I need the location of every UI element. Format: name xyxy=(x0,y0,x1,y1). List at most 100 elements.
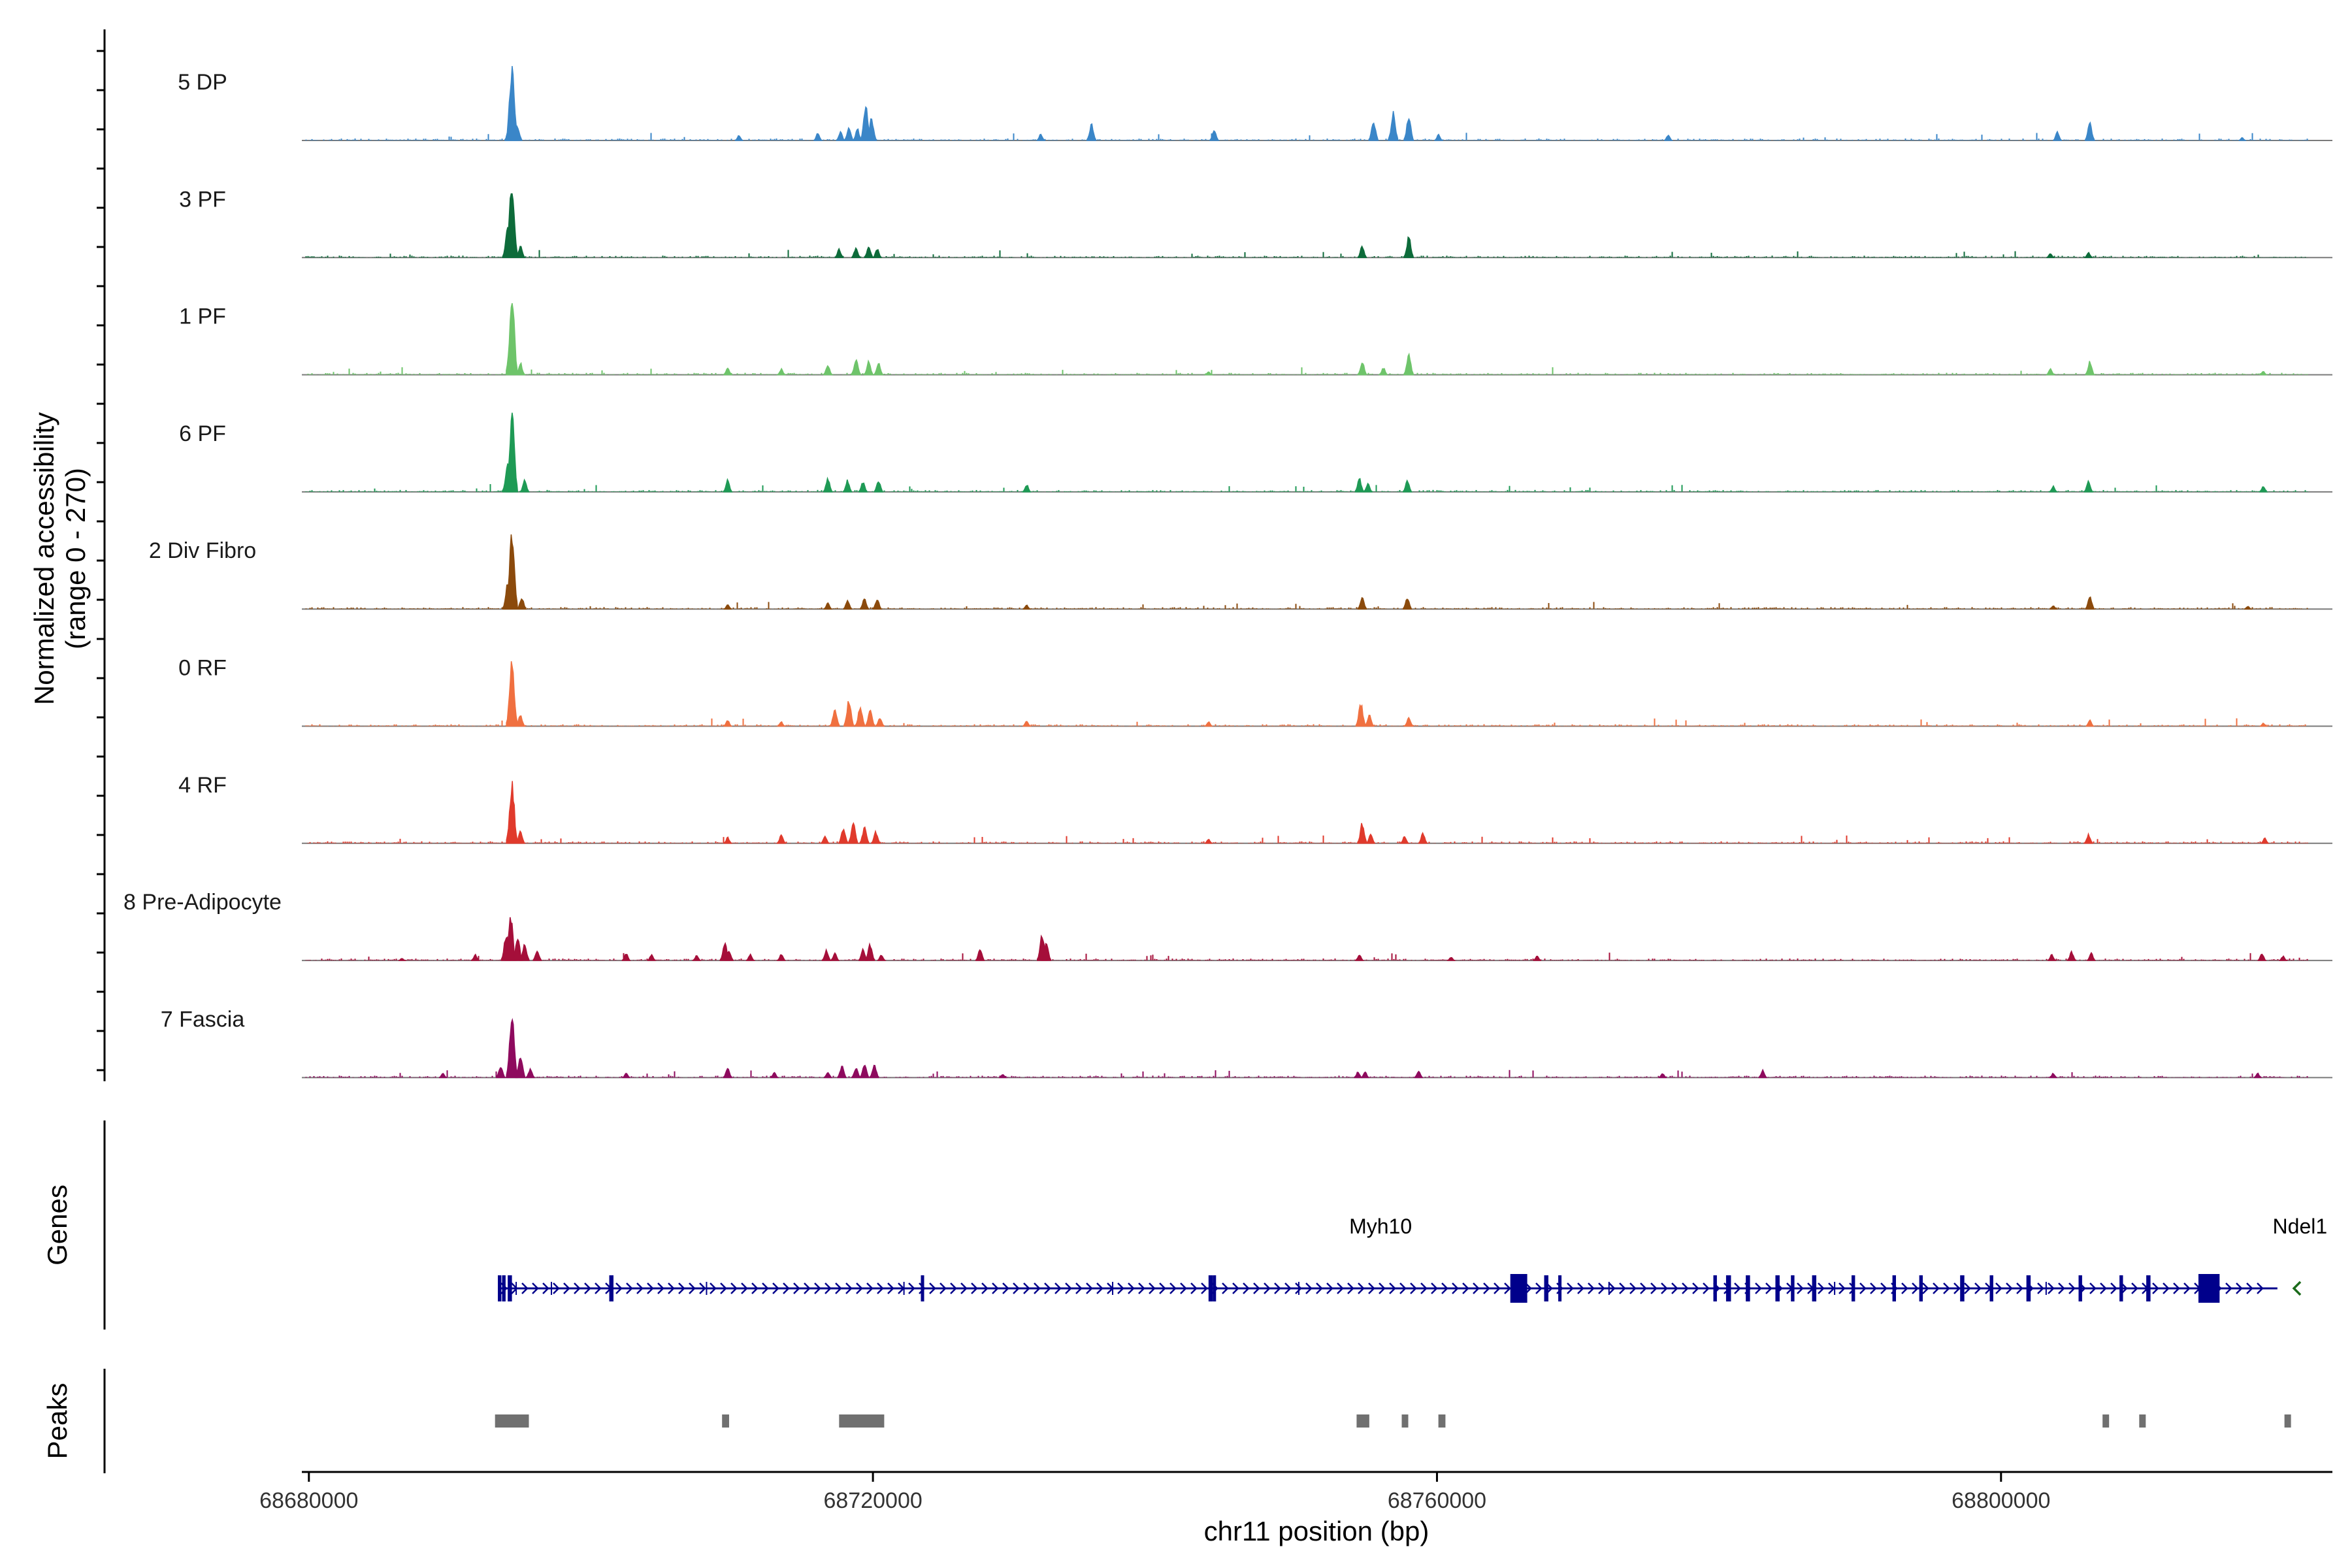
track-background-signal xyxy=(305,484,2308,492)
coverage-peak xyxy=(859,826,870,844)
coverage-peak xyxy=(1357,245,1367,259)
coverage-peak xyxy=(1022,604,1032,610)
coverage-peak xyxy=(2259,486,2268,493)
track-label: 8 Pre-Adipocyte xyxy=(123,890,282,915)
track-background-signal xyxy=(305,835,2308,843)
coverage-peak xyxy=(2085,719,2095,727)
coverage-peak xyxy=(777,721,786,727)
coverage-peak xyxy=(1354,1071,1364,1079)
gene-exon xyxy=(921,1275,924,1301)
peak-region xyxy=(495,1414,529,1428)
coverage-peak xyxy=(398,958,407,961)
coverage-peak xyxy=(2257,953,2267,961)
coverage-peak xyxy=(1357,823,1368,844)
coverage-peak xyxy=(519,478,530,493)
gene-exon xyxy=(1213,1275,1217,1301)
coverage-peak xyxy=(506,781,518,844)
coverage-peak xyxy=(851,359,861,376)
coverage-peak xyxy=(496,1067,506,1079)
coverage-peak xyxy=(1758,1068,1768,1079)
gene-exon xyxy=(1746,1275,1750,1301)
coverage-peak xyxy=(855,706,866,727)
peak-region xyxy=(1356,1414,1369,1428)
track-label: 7 Fascia xyxy=(161,1007,245,1032)
coverage-peak xyxy=(724,951,734,961)
coverage-peak xyxy=(875,718,885,727)
gene-exon xyxy=(1791,1275,1795,1301)
coverage-peak xyxy=(836,130,845,141)
coverage-peak xyxy=(2046,368,2055,376)
track-background-signal xyxy=(305,250,2308,258)
coverage-peak xyxy=(723,604,732,610)
coverage-peak xyxy=(506,412,519,493)
coverage-peak xyxy=(2085,361,2095,376)
track-7-fascia: 7 Fascia xyxy=(161,1007,2332,1079)
coverage-peak xyxy=(723,367,733,376)
coverage-peak xyxy=(872,249,882,259)
coverage-peak xyxy=(821,948,832,961)
coverage-peak xyxy=(515,361,526,376)
coverage-peak xyxy=(1355,704,1367,727)
coverage-peak xyxy=(1022,485,1032,493)
peak-region xyxy=(1438,1414,1446,1428)
coverage-peak xyxy=(843,479,853,493)
track-label: 6 PF xyxy=(179,421,226,446)
coverage-peak xyxy=(975,949,985,961)
gene-exon xyxy=(1919,1275,1923,1301)
coverage-peak xyxy=(2083,480,2094,493)
coverage-peak xyxy=(859,1064,870,1079)
coverage-peak xyxy=(519,943,530,961)
genes-panel-label: Genes xyxy=(42,1184,73,1266)
coverage-peak xyxy=(864,246,874,259)
coverage-peak xyxy=(525,1067,535,1079)
coverage-peak xyxy=(1414,1070,1424,1079)
x-axis-title: chr11 position (bp) xyxy=(1204,1516,1429,1546)
coverage-peak xyxy=(1403,118,1414,141)
gene-exon xyxy=(1713,1275,1717,1301)
coverage-peak xyxy=(998,1074,1008,1079)
coverage-peak xyxy=(471,953,480,961)
coverage-peak xyxy=(2261,837,2270,844)
x-tick-label: 68680000 xyxy=(259,1488,358,1513)
peaks-panel-label: Peaks xyxy=(42,1383,73,1460)
coverage-peak xyxy=(1368,122,1379,141)
coverage-peak xyxy=(2244,606,2253,610)
gene-annotation-track: Myh10 Ndel1 xyxy=(498,1215,2327,1303)
coverage-peak xyxy=(872,599,883,610)
gene-exon xyxy=(1852,1275,1855,1301)
gene-ndel1: Ndel1 xyxy=(2273,1215,2327,1296)
coverage-peak xyxy=(823,476,833,493)
coverage-peak xyxy=(877,955,887,961)
coverage-peak xyxy=(874,481,884,493)
coverage-peak xyxy=(723,836,733,844)
coverage-peak xyxy=(2053,130,2063,141)
gene-exon xyxy=(1544,1275,1548,1301)
strand-chevrons xyxy=(500,1282,2264,1294)
peak-region xyxy=(2102,1414,2110,1428)
track-label: 2 Div Fibro xyxy=(149,538,256,563)
coverage-peak xyxy=(2085,121,2095,141)
coverage-peak xyxy=(1205,371,1214,376)
coverage-peak xyxy=(843,599,853,610)
coverage-peak xyxy=(813,133,823,141)
coverage-peak xyxy=(1357,363,1367,376)
coverage-peak xyxy=(866,118,877,141)
coverage-peak xyxy=(1357,596,1367,610)
x-tick-label: 68800000 xyxy=(1952,1488,2050,1513)
gene-exon xyxy=(2198,1274,2220,1303)
coverage-peak xyxy=(2048,954,2057,961)
coverage-peak xyxy=(874,363,884,376)
coverage-y-ticks xyxy=(97,50,105,1071)
gene-exon xyxy=(1812,1275,1817,1301)
coverage-peak xyxy=(2066,950,2076,961)
coverage-peak xyxy=(2083,832,2093,844)
gene-exon xyxy=(508,1275,512,1301)
coverage-peak xyxy=(1086,123,1097,141)
coverage-peak xyxy=(2253,1072,2262,1079)
gene-exon xyxy=(502,1275,506,1301)
coverage-peak xyxy=(2279,955,2288,961)
coverage-peak xyxy=(830,709,840,727)
track-background-signal xyxy=(305,718,2306,727)
coverage-peak xyxy=(1404,716,1414,727)
